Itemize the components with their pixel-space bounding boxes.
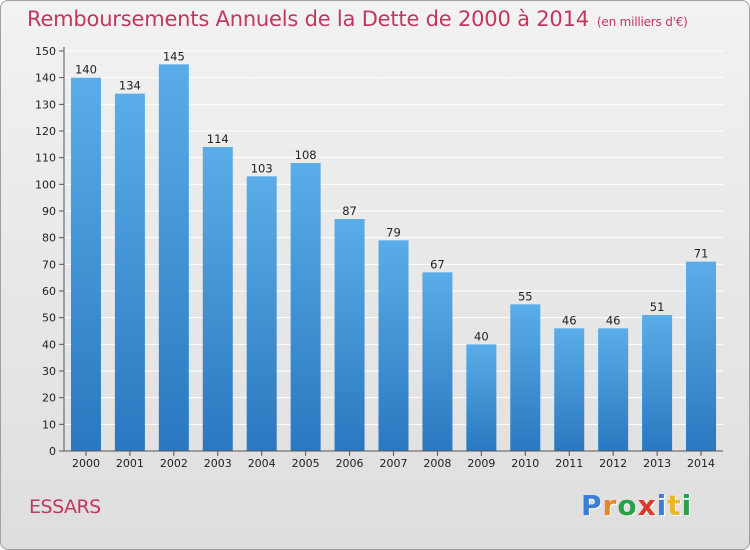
logo-letter: i: [681, 489, 693, 522]
data-label: 79: [386, 225, 401, 239]
logo-letter: i: [656, 489, 668, 522]
y-tick-label: 110: [35, 152, 56, 165]
x-tick-label: 2011: [555, 457, 583, 470]
bar: [554, 328, 585, 451]
x-tick-label: 2004: [248, 457, 276, 470]
bar: [378, 240, 409, 451]
y-tick-label: 130: [35, 98, 56, 111]
title-text: Remboursements Annuels de la Dette de 20…: [27, 7, 589, 31]
y-tick-label: 120: [35, 125, 56, 138]
x-tick-label: 2010: [511, 457, 539, 470]
data-label: 40: [474, 329, 489, 343]
bar: [246, 176, 277, 452]
data-label: 114: [207, 132, 229, 146]
data-label: 46: [562, 313, 577, 327]
y-tick-label: 30: [42, 365, 56, 378]
bar: [158, 64, 189, 452]
bars: [70, 64, 717, 452]
x-tick-label: 2007: [380, 457, 408, 470]
y-tick-label: 70: [42, 258, 56, 271]
bar: [70, 77, 101, 452]
data-label: 140: [75, 63, 97, 77]
data-label: 103: [251, 161, 273, 175]
y-tick-label: 50: [42, 312, 56, 325]
chart-subtitle: (en milliers d'€): [596, 15, 688, 29]
x-tick-label: 2003: [204, 457, 232, 470]
y-tick-label: 20: [42, 392, 56, 405]
logo-letter: x: [637, 489, 657, 522]
x-tick-label: 2013: [643, 457, 671, 470]
bar: [686, 261, 717, 451]
data-label: 71: [694, 247, 709, 261]
y-tick-label: 0: [49, 445, 56, 458]
logo-letter: P: [581, 489, 603, 522]
y-tick-label: 140: [35, 72, 56, 85]
data-label: 87: [342, 204, 357, 218]
bar: [510, 304, 541, 451]
data-label: 51: [650, 300, 665, 314]
commune-name: ESSARS: [29, 496, 101, 518]
x-tick-label: 2002: [160, 457, 188, 470]
x-tick-label: 2000: [72, 457, 100, 470]
bar: [202, 147, 233, 451]
y-tick-label: 40: [42, 338, 56, 351]
data-labels: 140 134 145 114 103 108 87 79 67 40 55 46 46 51 71: [75, 49, 708, 343]
logo-letter: t: [667, 489, 682, 522]
proxiti-logo[interactable]: Proxiti: [581, 489, 692, 522]
bar: [598, 328, 629, 451]
x-tick-label: 2001: [116, 457, 144, 470]
bar: [290, 163, 321, 451]
data-label: 134: [119, 79, 141, 93]
data-label: 55: [518, 289, 533, 303]
bar: [466, 344, 497, 451]
bar: [114, 93, 145, 452]
bar: [422, 272, 453, 451]
x-tick-label: 2009: [467, 457, 495, 470]
y-tick-labels: 0 10 20 30 40 50 60 70 80 90 100 110 120 130 140 150: [35, 45, 56, 458]
y-tick-label: 10: [42, 418, 56, 431]
y-tick-label: 80: [42, 232, 56, 245]
logo-letter: r: [602, 489, 618, 522]
x-tick-label: 2005: [292, 457, 320, 470]
x-tick-label: 2006: [336, 457, 364, 470]
y-tick-label: 90: [42, 205, 56, 218]
logo-letter: o: [617, 489, 638, 522]
y-tick-label: 100: [35, 178, 56, 191]
x-tick-label: 2012: [599, 457, 627, 470]
chart-title: Remboursements Annuels de la Dette de 20…: [27, 7, 688, 31]
data-label: 46: [606, 313, 621, 327]
y-tick-label: 60: [42, 285, 56, 298]
x-tick-label: 2014: [687, 457, 715, 470]
data-label: 108: [295, 148, 317, 162]
bar: [642, 315, 673, 451]
y-tick-label: 150: [35, 45, 56, 58]
bar: [334, 219, 365, 451]
x-tick-label: 2008: [423, 457, 451, 470]
x-tick-labels: 2000 2001 2002 2003 2004 2005 2006 2007 2008 2009…: [72, 451, 715, 470]
data-label: 67: [430, 257, 445, 271]
data-label: 145: [163, 49, 185, 63]
